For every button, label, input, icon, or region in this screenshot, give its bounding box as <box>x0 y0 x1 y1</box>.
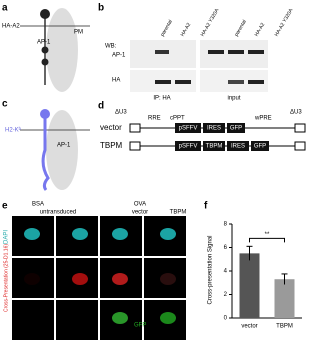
element: cPPT <box>170 116 185 122</box>
cell-signal <box>72 228 88 240</box>
column-label: untransduced <box>40 210 76 216</box>
bar <box>274 279 295 318</box>
band <box>208 50 224 54</box>
cell-signal <box>24 273 40 285</box>
cell-signal <box>160 228 176 240</box>
condition: BSA <box>32 202 44 208</box>
element: ΔU3 <box>115 110 127 116</box>
condition: OVA <box>134 202 146 208</box>
row-label: HA <box>112 78 120 84</box>
lane-label: parental <box>160 19 174 38</box>
panel-letter: c <box>2 99 8 110</box>
label: H2-Kᵇ <box>5 127 22 134</box>
y-tick-label: 2 <box>224 292 228 298</box>
label: PM <box>74 30 83 36</box>
bracket <box>249 237 285 243</box>
cassette-part <box>175 141 201 151</box>
ltr <box>129 141 141 151</box>
panel-letter: e <box>2 201 8 212</box>
cassette-label: pSFFV <box>179 126 198 132</box>
lane-label: HA-A2 Y320A <box>200 7 221 37</box>
column-label: TBPM <box>170 210 187 216</box>
row-label: AP-1 <box>112 53 126 59</box>
ltr <box>294 141 306 151</box>
column-label: vector <box>132 210 148 216</box>
bar <box>239 253 260 318</box>
band <box>228 80 244 84</box>
y-tick-label: 4 <box>224 269 228 275</box>
cassette-label: pSFFV <box>179 144 198 150</box>
ltr <box>129 123 141 133</box>
panel-letter: a <box>2 3 8 14</box>
cassette-part <box>203 123 225 133</box>
y-tick-label: 8 <box>224 222 228 228</box>
domain <box>40 109 50 119</box>
y-tick-label: 6 <box>224 245 228 251</box>
band <box>248 50 264 54</box>
band <box>155 50 169 54</box>
cassette-label: GFP <box>230 126 242 132</box>
cell <box>46 110 78 190</box>
cassette-label: IRES <box>231 144 245 150</box>
cell-signal <box>72 312 88 324</box>
y-axis-label: Cross-presentation Signal <box>208 235 214 304</box>
construct-name: TBPM <box>100 141 123 150</box>
row-label: DAPI <box>4 230 10 244</box>
construct-name: vector <box>100 123 122 132</box>
lane-label: HA-A2 <box>254 22 267 38</box>
group-label: IP: HA <box>153 96 170 102</box>
element: ΔU3 <box>290 110 302 116</box>
cell-signal <box>112 312 128 324</box>
cell-signal <box>112 228 128 240</box>
cell-signal <box>112 273 128 285</box>
panel-letter: b <box>98 3 104 14</box>
y-tick-label: 0 <box>224 316 228 322</box>
cassette-label: GFP <box>254 144 266 150</box>
cassette-part <box>175 123 201 133</box>
panel-letter: f <box>204 201 208 212</box>
row-label: GFP <box>134 323 146 329</box>
cassette-label: IRES <box>207 126 221 132</box>
group-label: input <box>227 96 240 102</box>
domain <box>41 58 49 66</box>
cassette-part <box>227 141 249 151</box>
lane-label: HA-A2 <box>180 22 193 38</box>
domain <box>41 46 49 54</box>
cell-signal <box>24 228 40 240</box>
label: WB: <box>105 44 117 50</box>
cell-signal <box>72 273 88 285</box>
cassette-part <box>227 123 245 133</box>
cassette-part <box>203 141 225 151</box>
x-tick-label: TBPM <box>276 324 293 330</box>
cell-signal <box>160 273 176 285</box>
cell-signal <box>24 312 40 324</box>
lane-label: parental <box>234 19 248 38</box>
panel-letter: d <box>98 101 104 112</box>
band <box>175 80 191 84</box>
significance: ** <box>265 232 270 238</box>
label: AP-1 <box>57 143 71 149</box>
protein <box>41 110 50 191</box>
cell <box>46 8 78 92</box>
domain <box>40 9 50 19</box>
x-tick-label: vector <box>241 324 257 330</box>
cassette-label: TBPM <box>206 144 223 150</box>
element: RRE <box>148 116 161 122</box>
label: AP-1 <box>37 40 51 46</box>
lane-label: HA-A2 Y320A <box>274 7 295 37</box>
element: wPRE <box>254 116 272 122</box>
cassette-part <box>251 141 269 151</box>
band <box>155 80 171 84</box>
cell-signal <box>160 312 176 324</box>
band <box>228 50 244 54</box>
ltr <box>294 123 306 133</box>
band <box>248 80 264 84</box>
row-label: Cross-Presentation (25-D1.16) <box>3 244 9 312</box>
label: HA-A2 <box>2 24 20 30</box>
